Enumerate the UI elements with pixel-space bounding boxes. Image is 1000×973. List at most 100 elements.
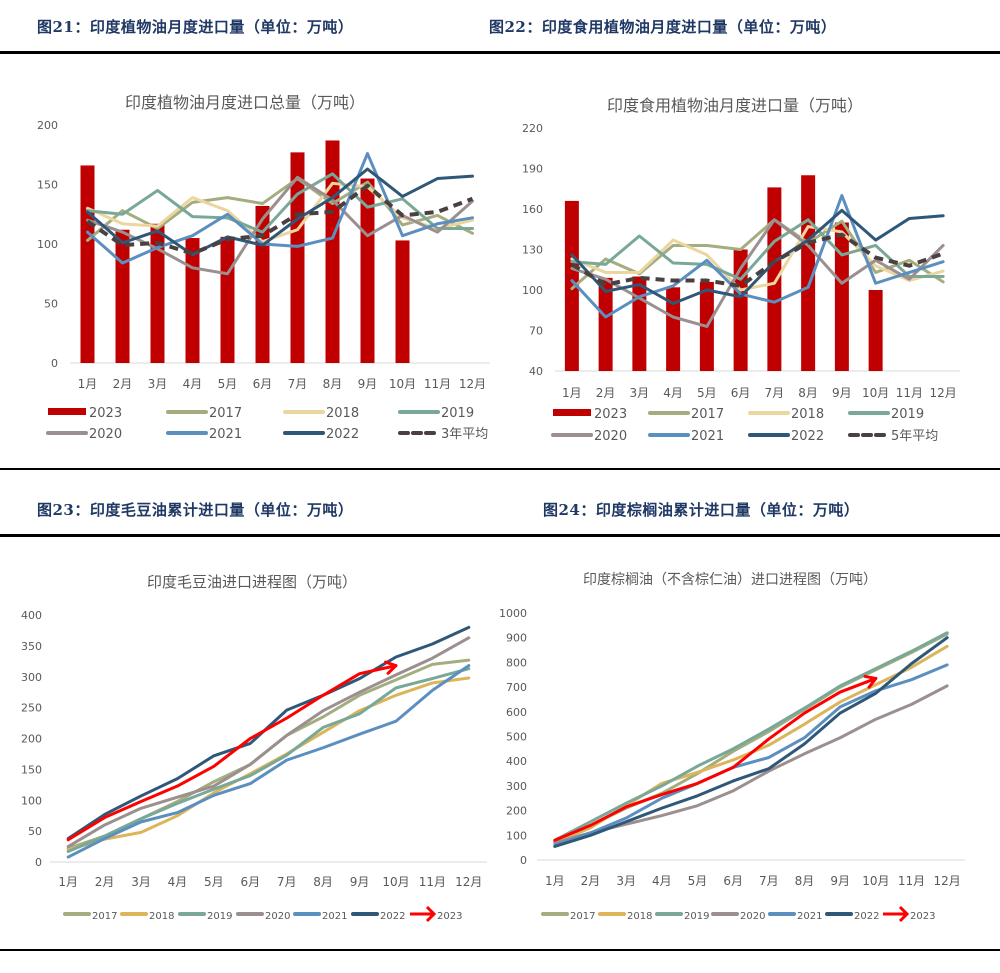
x-axis-label: 8月 — [313, 875, 333, 889]
bar-2023 — [632, 276, 647, 371]
legend-item-2021: 2021 — [166, 427, 242, 442]
legend-item-2017: 2017 — [648, 407, 724, 422]
line-series-2019 — [570, 218, 945, 281]
y-axis-tick: 350 — [21, 640, 42, 653]
y-axis-tick: 100 — [21, 794, 42, 807]
x-axis-label: 2月 — [95, 875, 115, 889]
x-axis-label: 1月 — [58, 875, 78, 889]
y-axis-tick: 800 — [506, 656, 527, 669]
legend-label: 2018 — [326, 406, 359, 421]
x-axis-label: 5月 — [697, 386, 717, 400]
bar-2023 — [290, 152, 305, 363]
line-series-2022 — [553, 636, 949, 848]
x-axis-label: 6月 — [240, 875, 260, 889]
legend-label: 2023 — [89, 406, 122, 421]
y-axis-tick: 0 — [35, 856, 42, 869]
line-series-2021 — [570, 194, 945, 319]
legend-item-2023: 2023 — [553, 407, 627, 422]
x-axis-label: 4月 — [183, 377, 203, 391]
y-axis-tick: 200 — [21, 733, 42, 746]
x-axis-label: 2月 — [596, 386, 616, 400]
caption-divider-bottom — [0, 534, 1000, 537]
bar-2023 — [666, 287, 681, 371]
legend-label: 2018 — [149, 911, 174, 922]
y-axis-tick: 150 — [21, 763, 42, 776]
legend-label: 2017 — [691, 407, 724, 422]
line-series-2022 — [86, 167, 474, 257]
section-divider-middle — [0, 468, 1000, 470]
legend-item-2023: 2023 — [410, 905, 462, 923]
legend-item-3年平均: 3年平均 — [398, 427, 488, 442]
y-axis-tick: 0 — [520, 854, 527, 867]
legend-item-2019: 2019 — [848, 407, 924, 422]
y-axis-tick: 50 — [28, 825, 42, 838]
x-axis-label: 1月 — [545, 874, 565, 888]
legend-item-2022: 2022 — [283, 427, 359, 442]
legend-item-2021: 2021 — [648, 429, 724, 444]
legend-label: 2020 — [265, 911, 290, 922]
y-axis-tick: 190 — [522, 163, 543, 176]
x-axis-label: 6月 — [253, 377, 273, 391]
bar-2023 — [598, 277, 613, 371]
x-axis-label: 4月 — [652, 874, 672, 888]
legend-item-2022: 2022 — [748, 429, 824, 444]
y-axis-tick: 100 — [522, 284, 543, 297]
legend-label: 2020 — [740, 911, 765, 922]
y-axis-tick: 200 — [37, 119, 58, 132]
bar-2023 — [767, 187, 782, 371]
chart-22-edible-oil-monthly-imports: 印度食用植物油月度进口量（万吨） 40 70 100 130 160 190 220 1月 2月 3… — [500, 56, 1000, 461]
bar-2023 — [150, 223, 165, 363]
legend-item-5年平均: 5年平均 — [848, 429, 938, 444]
legend-label: 3年平均 — [441, 427, 488, 442]
chart-title: 印度植物油月度进口总量（万吨） — [125, 93, 365, 112]
y-axis-tick: 40 — [529, 365, 543, 378]
y-axis-tick: 300 — [21, 671, 42, 684]
legend-item-2020: 2020 — [551, 429, 627, 444]
y-axis-tick: 70 — [529, 325, 543, 338]
legend-label: 2019 — [441, 406, 474, 421]
legend-item-2021: 2021 — [768, 911, 822, 922]
legend-item-2023: 2023 — [883, 905, 935, 923]
bar-2023 — [185, 238, 200, 363]
x-axis-label: 10月 — [382, 875, 409, 889]
y-axis-tick: 220 — [522, 122, 543, 135]
legend-swatch — [553, 409, 591, 416]
x-axis-label: 8月 — [798, 386, 818, 400]
legend-label: 2022 — [326, 427, 359, 442]
arrow-head-icon — [384, 660, 398, 675]
legend-label: 2020 — [594, 429, 627, 444]
legend-label: 2019 — [891, 407, 924, 422]
x-axis-label: 12月 — [929, 386, 956, 400]
x-axis-label: 9月 — [350, 875, 370, 889]
x-axis-label: 3月 — [630, 386, 650, 400]
x-axis-label: 11月 — [424, 377, 451, 391]
x-axis-label: 9月 — [832, 386, 852, 400]
x-axis-label: 7月 — [277, 875, 297, 889]
x-axis-label: 12月 — [934, 874, 961, 888]
x-axis-label: 11月 — [419, 875, 446, 889]
y-axis-tick: 150 — [37, 179, 58, 192]
x-axis-label: 2月 — [581, 874, 601, 888]
bar-2023 — [395, 240, 410, 363]
legend-item-2020: 2020 — [236, 911, 290, 922]
figure-21-caption: 图21：印度植物油月度进口量（单位：万吨） — [37, 18, 354, 36]
line-series-2020 — [553, 684, 949, 845]
legend-item-2017: 2017 — [166, 406, 242, 421]
y-axis-tick: 500 — [506, 731, 527, 744]
legend-label: 2021 — [797, 911, 822, 922]
line-series-2019 — [66, 667, 471, 854]
line-series-2021 — [66, 664, 471, 859]
x-axis-label: 7月 — [759, 874, 779, 888]
bar-2023 — [733, 249, 748, 371]
x-axis-label: 5月 — [218, 377, 238, 391]
x-axis-label: 7月 — [288, 377, 308, 391]
legend-label: 2023 — [910, 911, 935, 922]
y-axis-tick: 0 — [51, 357, 58, 370]
legend-item-2018: 2018 — [120, 911, 174, 922]
legend-item-2018: 2018 — [283, 406, 359, 421]
line-series-2019 — [553, 631, 949, 842]
x-axis-label: 3月 — [616, 874, 636, 888]
legend-label: 2018 — [627, 911, 652, 922]
x-axis-label: 10月 — [862, 874, 889, 888]
bar-2023 — [868, 290, 883, 371]
